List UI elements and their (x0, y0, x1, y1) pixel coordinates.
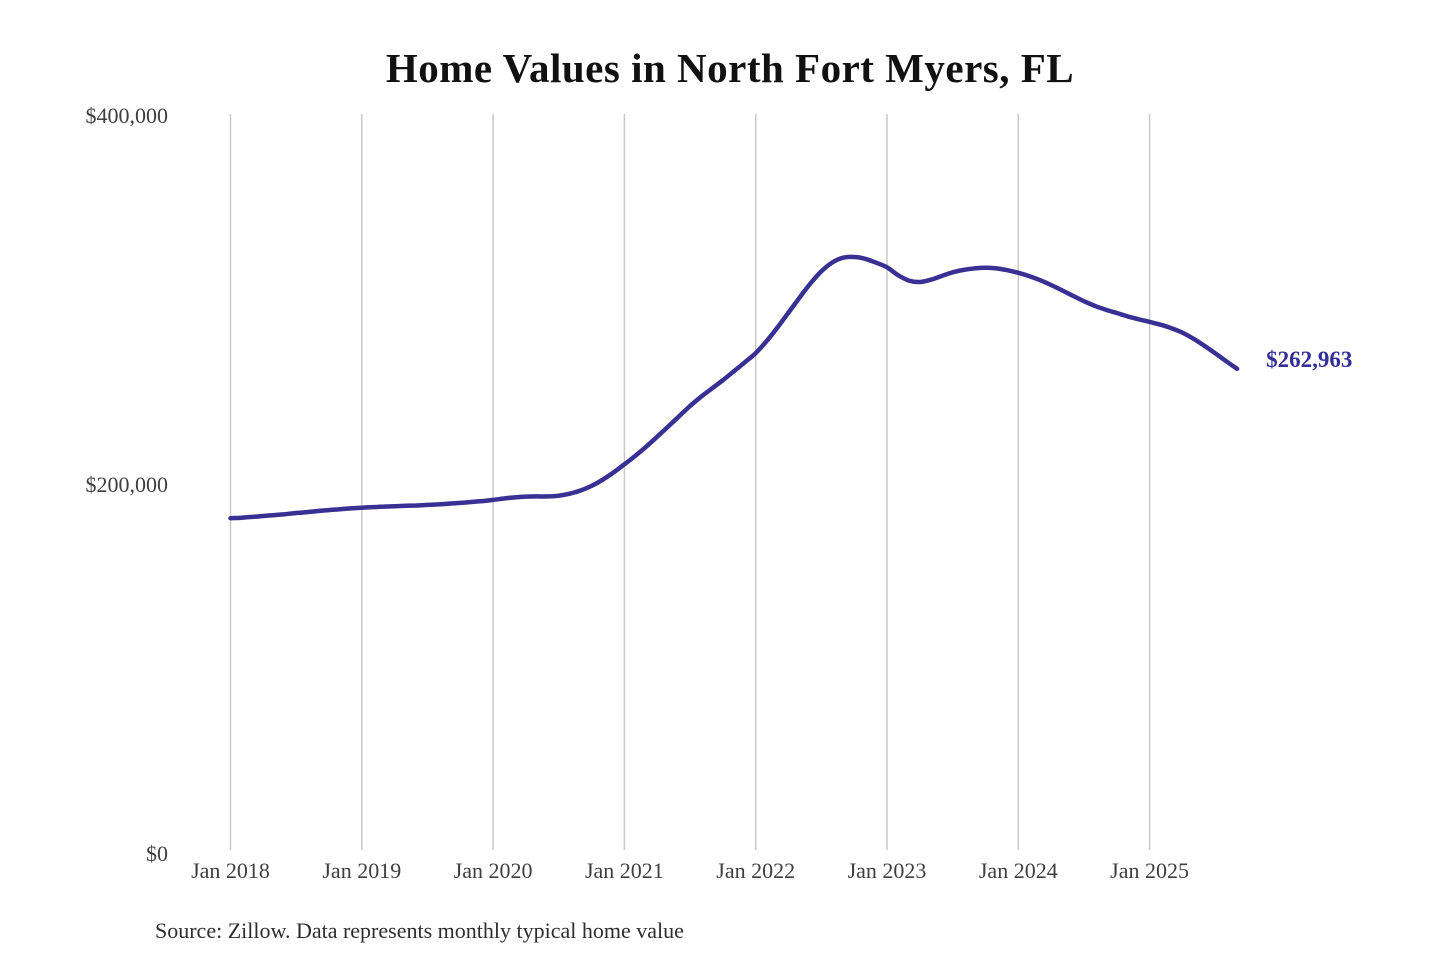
x-axis-tick-label: Jan 2019 (322, 858, 402, 883)
x-axis-tick-label: Jan 2023 (847, 858, 927, 883)
x-axis-tick-label: Jan 2021 (584, 858, 664, 883)
y-axis-tick-label: $0 (146, 841, 168, 866)
y-axis-tick-label: $200,000 (85, 472, 169, 497)
latest-value-label: $262,963 (1266, 346, 1353, 372)
y-axis-tick-label: $400,000 (85, 103, 169, 128)
x-axis-tick-label: Jan 2024 (978, 858, 1058, 883)
source-note: Source: Zillow. Data represents monthly … (155, 918, 684, 943)
chart-title: Home Values in North Fort Myers, FL (385, 45, 1075, 91)
x-axis-tick-label: Jan 2022 (716, 858, 796, 883)
home-value-line (228, 254, 1240, 521)
gridlines (229, 114, 1151, 850)
x-axis-tick-label: Jan 2018 (191, 858, 270, 883)
x-axis-tick-label: Jan 2025 (1110, 858, 1189, 883)
x-axis-tick-label: Jan 2020 (453, 858, 533, 883)
